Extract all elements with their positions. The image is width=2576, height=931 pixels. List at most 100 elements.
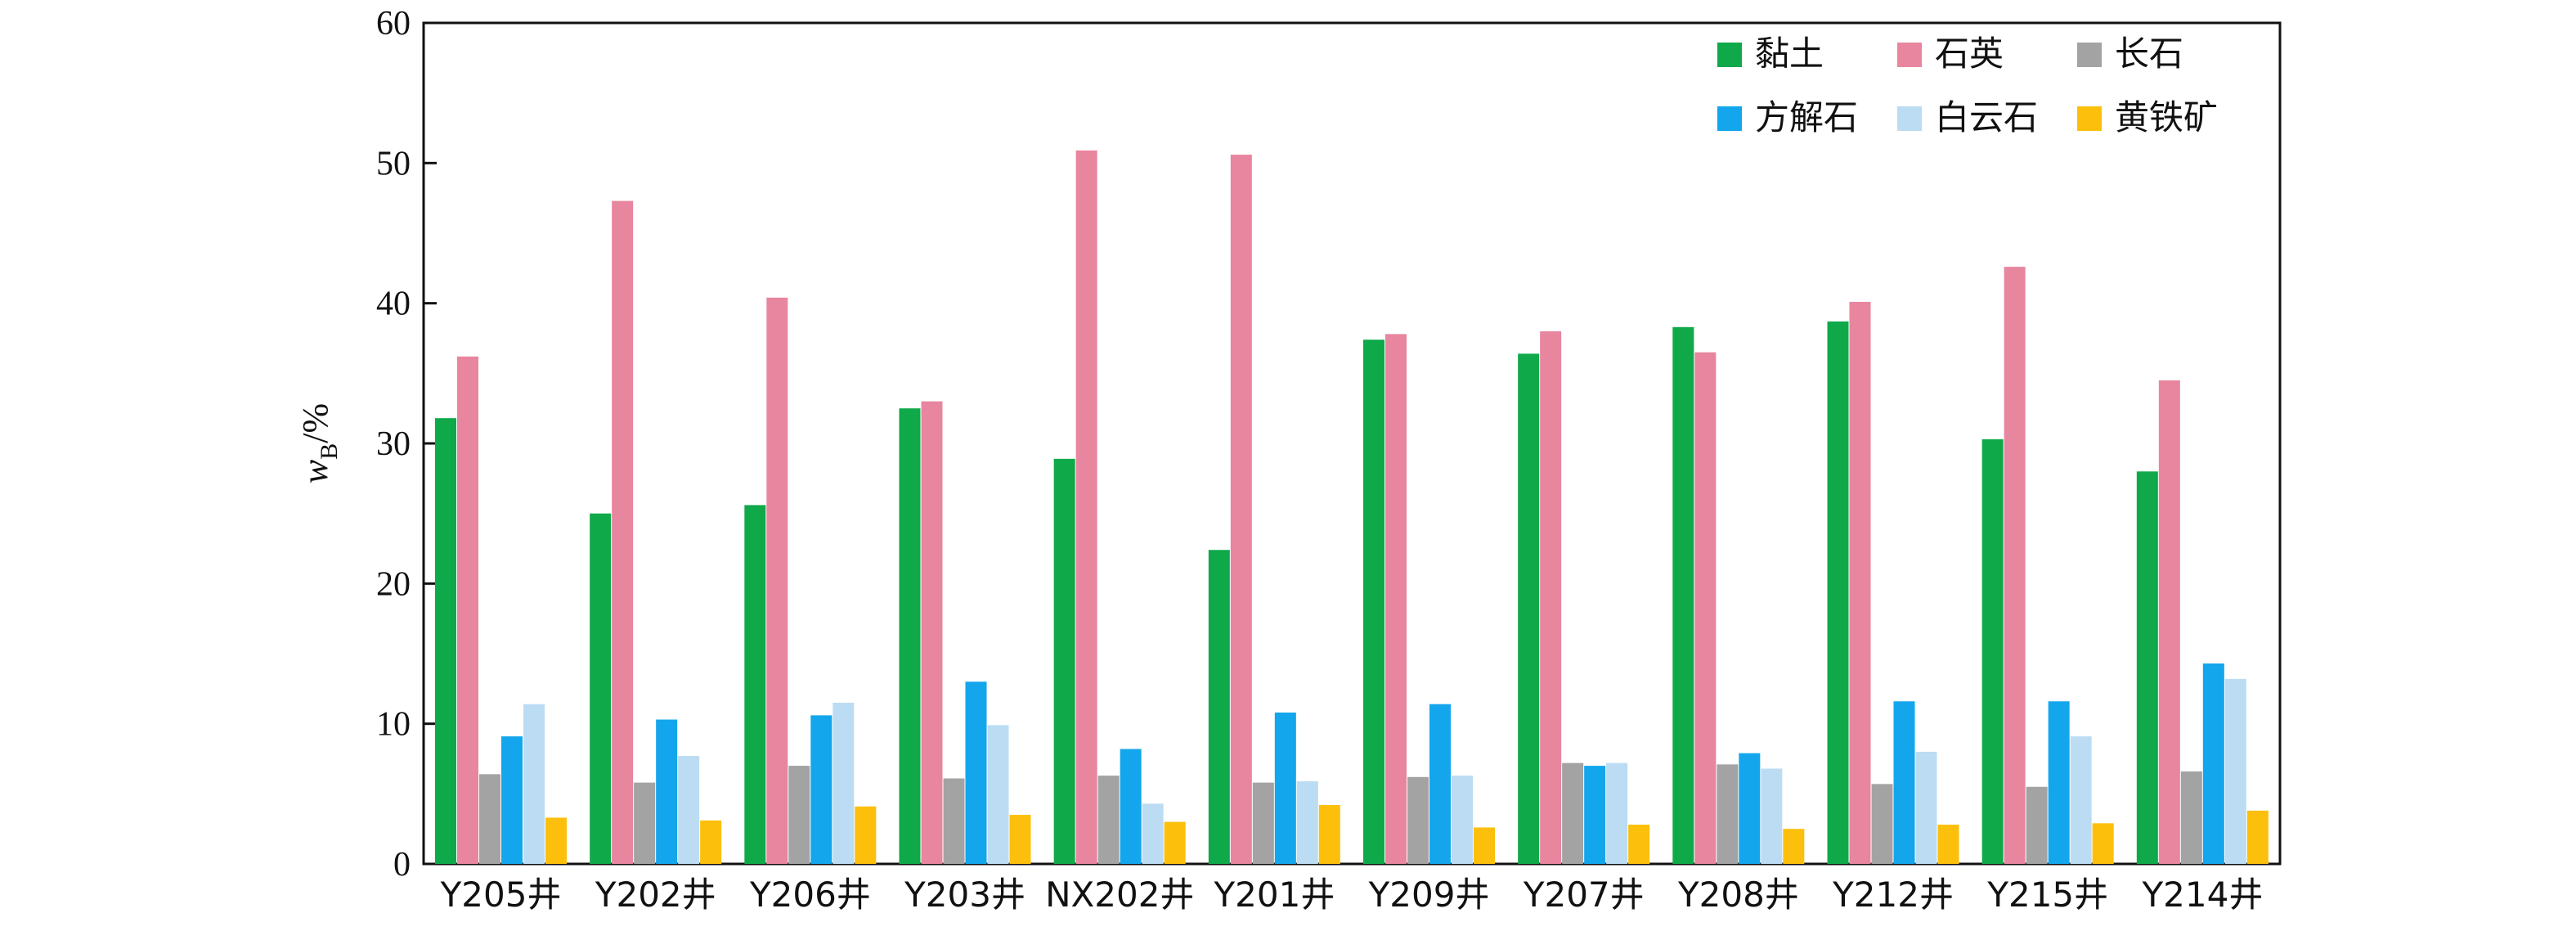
bars-group	[435, 150, 2269, 865]
bar-石英-Y207井	[1540, 331, 1562, 864]
bar-黏土-Y215井	[1981, 439, 2004, 864]
bar-白云石-Y206井	[832, 702, 855, 864]
bar-黄铁矿-Y214井	[2246, 810, 2269, 864]
bar-方解石-Y215井	[2048, 701, 2070, 864]
bar-黏土-Y207井	[1518, 353, 1540, 864]
x-category-label: Y205井	[440, 875, 562, 915]
bar-长石-Y205井	[479, 774, 500, 864]
x-category-label: Y215井	[1986, 875, 2108, 915]
bar-长石-Y203井	[943, 778, 965, 864]
bar-黄铁矿-Y205井	[545, 817, 567, 864]
y-tick-label: 30	[376, 425, 411, 463]
bar-黄铁矿-Y215井	[2092, 823, 2114, 864]
bar-长石-Y214井	[2180, 771, 2202, 864]
bar-黄铁矿-Y207井	[1628, 825, 1650, 864]
x-category-label: Y209井	[1368, 875, 1490, 915]
bar-长石-Y202井	[634, 782, 656, 864]
y-axis-label-symbol: w	[295, 459, 335, 483]
bar-黏土-Y201井	[1208, 550, 1230, 864]
x-category-label: NX202井	[1045, 875, 1194, 915]
bar-黄铁矿-Y209井	[1474, 827, 1495, 864]
bar-黏土-Y214井	[2136, 471, 2158, 864]
bar-石英-Y215井	[2004, 267, 2026, 864]
bar-黏土-Y212井	[1827, 321, 1849, 864]
bar-石英-Y205井	[457, 356, 478, 865]
bar-长石-NX202井	[1097, 776, 1120, 864]
x-category-label: Y206井	[749, 875, 871, 915]
bar-白云石-NX202井	[1142, 803, 1164, 864]
legend-label: 黏土	[1755, 34, 1824, 74]
x-category-label: Y208井	[1677, 875, 1799, 915]
bar-白云石-Y203井	[987, 725, 1009, 864]
bar-白云石-Y215井	[2070, 736, 2092, 864]
bar-长石-Y208井	[1717, 764, 1739, 864]
legend-label: 白云石	[1935, 97, 2038, 137]
x-axis-labels: Y205井 Y202井 Y206井 Y203井 NX202井 Y201井 Y209井 Y207…	[440, 875, 2264, 915]
bar-方解石-Y203井	[965, 681, 987, 864]
bar-黏土-NX202井	[1053, 458, 1075, 864]
bar-黄铁矿-NX202井	[1164, 821, 1186, 864]
x-category-label: Y207井	[1523, 875, 1645, 915]
legend-label: 黄铁矿	[2115, 97, 2218, 137]
bar-白云石-Y207井	[1606, 762, 1628, 864]
bar-方解石-Y212井	[1893, 701, 1915, 864]
bar-方解石-Y214井	[2202, 663, 2224, 864]
bar-白云石-Y214井	[2224, 678, 2246, 864]
bar-白云石-Y202井	[678, 756, 700, 864]
bar-石英-Y206井	[766, 297, 788, 864]
bar-长石-Y206井	[788, 766, 810, 864]
bar-石英-Y201井	[1230, 155, 1252, 864]
bar-方解石-Y205井	[501, 736, 523, 864]
y-tick-label: 0	[393, 846, 411, 884]
legend-swatch	[1897, 106, 1922, 131]
bar-方解石-Y202井	[656, 719, 678, 864]
bar-石英-Y203井	[921, 401, 943, 865]
bar-黄铁矿-Y208井	[1783, 829, 1805, 864]
x-category-label: Y201井	[1214, 875, 1335, 915]
bar-黄铁矿-Y201井	[1318, 805, 1340, 864]
y-axis-label: wB/%	[295, 403, 343, 483]
bar-黏土-Y206井	[744, 505, 766, 864]
legend-swatch	[2077, 43, 2102, 67]
bar-石英-Y202井	[612, 200, 634, 865]
y-tick-label: 50	[376, 145, 411, 182]
bar-白云石-Y201井	[1296, 780, 1318, 864]
legend-swatch	[1897, 43, 1922, 67]
legend-swatch	[1717, 43, 1742, 67]
bar-黄铁矿-Y212井	[1937, 825, 1959, 864]
bar-长石-Y215井	[2026, 786, 2048, 864]
y-tick-label: 10	[376, 706, 411, 744]
legend-swatch	[2077, 106, 2102, 131]
legend-swatch	[1717, 106, 1742, 131]
y-tick-label: 40	[376, 286, 411, 323]
bar-方解石-Y206井	[810, 715, 832, 864]
bar-白云石-Y212井	[1915, 751, 1937, 864]
bar-黏土-Y208井	[1672, 326, 1694, 864]
bar-黄铁矿-Y206井	[855, 806, 877, 864]
bar-方解石-Y209井	[1429, 704, 1451, 864]
bar-石英-Y208井	[1694, 352, 1717, 865]
bar-方解石-NX202井	[1120, 749, 1142, 864]
y-axis-label-unit: /%	[295, 403, 335, 443]
bar-白云石-Y209井	[1452, 776, 1473, 864]
bar-长石-Y212井	[1871, 784, 1893, 864]
bar-黏土-Y202井	[590, 513, 612, 864]
bar-石英-NX202井	[1075, 150, 1097, 864]
x-category-label: Y214井	[2142, 875, 2264, 915]
y-tick-label: 60	[376, 5, 411, 43]
bar-石英-Y214井	[2158, 380, 2180, 864]
y-axis: 0 10 20 30 40 50 60	[376, 5, 437, 884]
x-category-label: Y212井	[1832, 875, 1954, 915]
x-category-label: Y203井	[904, 875, 1025, 915]
bar-黄铁矿-Y202井	[700, 820, 722, 864]
legend-label: 方解石	[1755, 97, 1858, 137]
bar-石英-Y209井	[1385, 334, 1407, 864]
bar-长石-Y201井	[1252, 782, 1274, 864]
bar-白云石-Y208井	[1761, 768, 1783, 864]
y-tick-label: 20	[376, 565, 411, 603]
bar-黏土-Y203井	[899, 408, 921, 865]
x-category-label: Y202井	[595, 875, 716, 915]
bar-方解石-Y207井	[1584, 766, 1606, 864]
